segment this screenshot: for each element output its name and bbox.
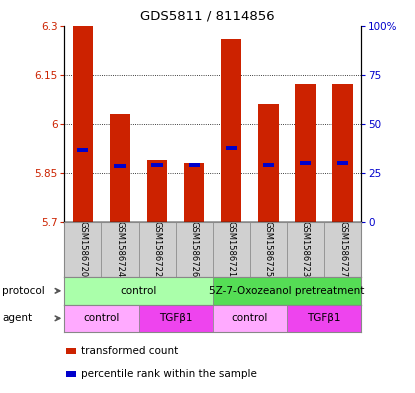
Text: GSM1586724: GSM1586724 (115, 222, 124, 277)
Bar (101, 222, 139, 277)
Text: GSM1586720: GSM1586720 (78, 222, 88, 277)
Text: agent: agent (2, 313, 32, 323)
Bar (213, 277, 361, 305)
Text: GSM1586721: GSM1586721 (227, 222, 236, 277)
Bar (287, 305, 361, 332)
Bar (151, 163, 163, 167)
Bar (66, 371, 76, 377)
Bar (188, 163, 200, 167)
Bar (213, 305, 287, 332)
Bar (300, 161, 311, 165)
Text: GSM1586726: GSM1586726 (190, 221, 199, 278)
Bar (139, 222, 176, 277)
Bar (110, 114, 130, 222)
Text: 5Z-7-Oxozeanol pretreatment: 5Z-7-Oxozeanol pretreatment (209, 286, 364, 296)
Bar (115, 164, 126, 169)
Text: control: control (232, 313, 268, 323)
Bar (295, 84, 316, 222)
Bar (176, 222, 213, 277)
Bar (73, 26, 93, 222)
Bar (332, 84, 353, 222)
Bar (287, 222, 324, 277)
Bar (184, 163, 204, 222)
Bar (258, 104, 278, 222)
Bar (66, 348, 76, 354)
Text: GSM1586722: GSM1586722 (153, 222, 161, 277)
Bar (226, 146, 237, 151)
Bar (263, 163, 274, 167)
Bar (64, 277, 213, 305)
Text: GDS5811 / 8114856: GDS5811 / 8114856 (140, 10, 275, 23)
Bar (77, 148, 88, 152)
Bar (250, 222, 287, 277)
Text: transformed count: transformed count (81, 346, 178, 356)
Text: TGFβ1: TGFβ1 (307, 313, 341, 323)
Bar (139, 305, 213, 332)
Text: GSM1586723: GSM1586723 (301, 221, 310, 278)
Text: control: control (83, 313, 120, 323)
Text: GSM1586725: GSM1586725 (264, 222, 273, 277)
Text: protocol: protocol (2, 286, 45, 296)
Text: percentile rank within the sample: percentile rank within the sample (81, 369, 256, 379)
Bar (337, 161, 348, 165)
Bar (64, 222, 101, 277)
Text: GSM1586727: GSM1586727 (338, 221, 347, 278)
Text: TGFβ1: TGFβ1 (159, 313, 192, 323)
Bar (147, 160, 167, 222)
Bar (221, 39, 242, 222)
Bar (324, 222, 361, 277)
Bar (213, 222, 250, 277)
Text: control: control (120, 286, 157, 296)
Bar (64, 305, 139, 332)
